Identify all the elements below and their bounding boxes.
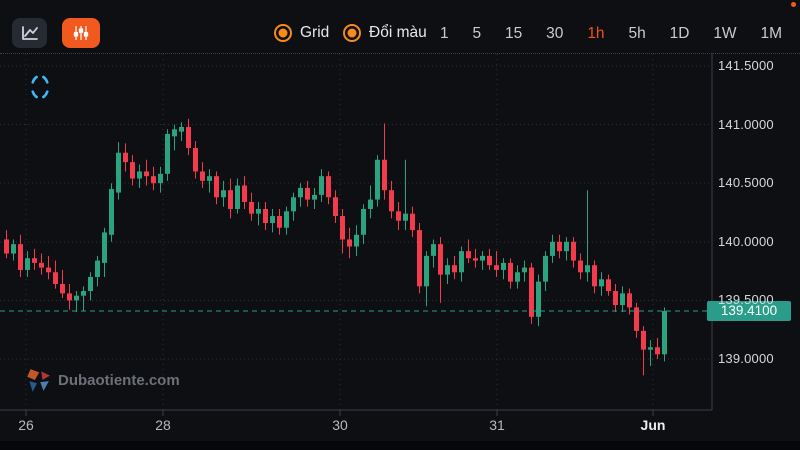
price-tick-label: 139.5000	[718, 292, 774, 308]
timeframe-button-15[interactable]: 15	[505, 25, 523, 42]
price-tick-label: 141.5000	[718, 58, 774, 73]
price-tick-label: 141.0000	[718, 116, 774, 132]
timeframe-button-30[interactable]: 30	[546, 25, 564, 42]
time-tick-label: 31	[489, 417, 505, 433]
time-tick-label: 28	[155, 417, 171, 433]
watermark: Dubaotiente.com	[24, 367, 180, 393]
color-toggle-label: Đổi màu	[369, 24, 427, 41]
candlestick-icon	[73, 26, 89, 40]
time-tick-label: Jun	[640, 417, 666, 433]
timeframe-button-1W[interactable]: 1W	[713, 25, 737, 42]
watermark-text: Dubaotiente.com	[58, 371, 180, 389]
grid-toggle-group: Grid	[274, 24, 329, 42]
line-chart-icon	[21, 26, 38, 40]
timeframe-button-1D[interactable]: 1D	[669, 25, 690, 42]
timeframe-button-1M[interactable]: 1M	[760, 25, 782, 42]
toolbar: Grid Đổi màu 1 5 15 30 1h 5h 1D 1W 1M	[0, 0, 800, 53]
timeframe-button-5h[interactable]: 5h	[628, 25, 646, 42]
price-tick-label: 140.0000	[718, 233, 774, 249]
grid-toggle-radio[interactable]	[274, 24, 292, 42]
toolbar-separator	[0, 53, 800, 54]
line-chart-type-button[interactable]	[12, 18, 47, 48]
price-tick-label: 140.5000	[718, 175, 774, 191]
bottom-strip	[0, 441, 800, 450]
timeframe-selector: 1 5 15 30 1h 5h 1D 1W 1M	[440, 25, 782, 43]
color-toggle-group: Đổi màu	[343, 24, 427, 42]
time-tick-label: 30	[332, 417, 348, 433]
timeframe-button-5[interactable]: 5	[472, 25, 482, 42]
notification-dot	[791, 2, 796, 7]
timeframe-button-1[interactable]: 1	[440, 25, 449, 42]
candlestick-chart-type-button[interactable]	[62, 18, 100, 48]
crosshair-target-icon	[29, 72, 51, 107]
price-tick-label: 139.0000	[718, 351, 774, 366]
current-price-tag: 139.4100	[707, 300, 791, 321]
watermark-logo-icon	[27, 369, 50, 392]
color-toggle-radio[interactable]	[343, 24, 361, 42]
time-tick-label: 26	[18, 417, 34, 433]
grid-toggle-label: Grid	[300, 24, 330, 41]
timeframe-button-1h[interactable]: 1h	[587, 25, 605, 42]
